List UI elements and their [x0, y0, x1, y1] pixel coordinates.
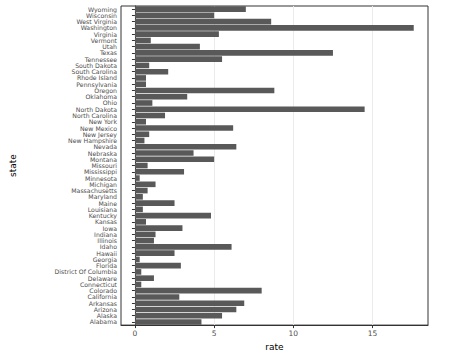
svg-text:state: state	[8, 154, 18, 177]
svg-text:Louisiana: Louisiana	[88, 206, 117, 213]
svg-text:Ohio: Ohio	[103, 99, 118, 106]
svg-text:Utah: Utah	[102, 43, 117, 50]
svg-text:Mississippi: Mississippi	[84, 168, 117, 176]
svg-text:Connecticut: Connecticut	[80, 281, 118, 288]
svg-text:Rhode Island: Rhode Island	[77, 74, 117, 81]
svg-text:South Carolina: South Carolina	[72, 68, 118, 75]
svg-text:Kansas: Kansas	[95, 218, 117, 225]
svg-text:South Dakota: South Dakota	[75, 62, 117, 69]
svg-text:Oregon: Oregon	[94, 87, 117, 95]
svg-text:Illinois: Illinois	[97, 237, 117, 244]
svg-text:Colorado: Colorado	[89, 287, 117, 294]
svg-text:Vermont: Vermont	[91, 37, 118, 44]
svg-text:North Dakota: North Dakota	[76, 106, 117, 113]
svg-text:Tennessee: Tennessee	[84, 56, 117, 63]
svg-text:Alabama: Alabama	[90, 318, 117, 325]
svg-text:Hawaii: Hawaii	[96, 250, 117, 257]
svg-text:Nevada: Nevada	[93, 143, 117, 150]
svg-text:15: 15	[368, 329, 378, 338]
svg-text:Arkansas: Arkansas	[89, 300, 117, 307]
svg-text:Georgia: Georgia	[93, 256, 117, 264]
svg-text:California: California	[88, 293, 118, 300]
svg-text:New Hampshire: New Hampshire	[68, 137, 117, 145]
svg-text:Montana: Montana	[90, 156, 117, 163]
svg-text:New Jersey: New Jersey	[83, 131, 118, 139]
svg-text:Minnesota: Minnesota	[85, 175, 117, 182]
svg-text:Iowa: Iowa	[103, 225, 118, 232]
svg-text:Maine: Maine	[98, 200, 117, 207]
svg-text:Texas: Texas	[99, 49, 117, 56]
svg-text:0: 0	[133, 329, 138, 338]
svg-text:New Mexico: New Mexico	[80, 125, 117, 132]
svg-text:District Of Columbia: District Of Columbia	[55, 268, 118, 275]
svg-text:rate: rate	[265, 342, 284, 352]
svg-text:Idaho: Idaho	[100, 243, 117, 250]
svg-text:North Carolina: North Carolina	[72, 112, 117, 119]
svg-text:Indiana: Indiana	[94, 231, 117, 238]
svg-text:Wisconsin: Wisconsin	[86, 12, 117, 19]
svg-text:Wyoming: Wyoming	[88, 6, 117, 14]
svg-text:Arizona: Arizona	[94, 306, 117, 313]
svg-text:West Virginia: West Virginia	[76, 18, 117, 26]
svg-text:Pennsylvania: Pennsylvania	[76, 81, 117, 89]
svg-text:New York: New York	[89, 118, 118, 125]
svg-text:Washington: Washington	[81, 24, 117, 32]
svg-text:Michigan: Michigan	[89, 181, 117, 189]
svg-text:5: 5	[212, 329, 217, 338]
svg-text:Florida: Florida	[96, 262, 117, 269]
svg-text:Oklahoma: Oklahoma	[86, 93, 118, 100]
svg-text:Nebraska: Nebraska	[88, 150, 117, 157]
svg-text:Virginia: Virginia	[94, 31, 118, 39]
svg-text:Maryland: Maryland	[88, 193, 117, 201]
svg-text:Alaska: Alaska	[97, 312, 117, 319]
svg-text:10: 10	[289, 329, 299, 338]
svg-text:Missouri: Missouri	[92, 162, 118, 169]
svg-text:Massachusetts: Massachusetts	[71, 187, 117, 194]
svg-text:Kentucky: Kentucky	[89, 212, 118, 220]
svg-text:Delaware: Delaware	[88, 275, 117, 282]
